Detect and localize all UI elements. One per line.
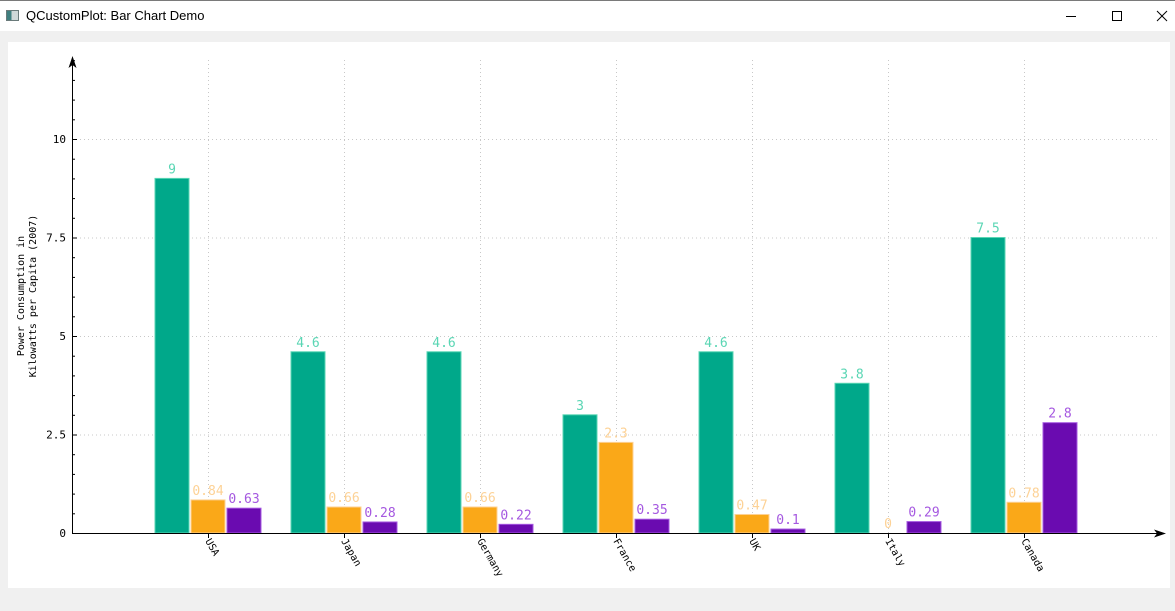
minimize-button[interactable] [1048,1,1094,31]
bar-value-label: 0.1 [776,513,799,528]
bar[interactable] [154,177,190,534]
bar-value-label: 0.22 [500,508,531,523]
bar[interactable] [734,513,770,534]
x-tick-label: Italy [882,537,907,569]
bar[interactable] [834,382,870,534]
bar-value-label: 0.66 [328,491,359,506]
bar-value-label: 0.84 [192,484,223,499]
bar[interactable] [498,523,534,534]
bar[interactable] [970,237,1006,534]
bar-value-label: 4.6 [296,336,319,351]
bar[interactable] [634,518,670,534]
x-axis-arrow-icon [1154,529,1166,538]
bar[interactable] [226,507,262,534]
y-axis-arrow-icon [68,56,77,68]
bar[interactable] [290,351,326,534]
x-tick-label: UK [746,537,762,553]
title-bar: QCustomPlot: Bar Chart Demo [0,0,1175,31]
maximize-icon [1112,11,1122,21]
bars: 9 4.6 4.6 3 4.6 3.8 7.5 0.84 0.66 0.66 2.3 0.47 0 0.7… [154,162,1078,534]
y-tick-label: 10 [53,133,66,146]
bar-value-label: 4.6 [432,336,455,351]
bar-value-label: 0.28 [364,506,395,521]
close-button[interactable] [1139,1,1175,31]
grid-lines [72,60,1160,533]
minimize-icon [1066,16,1076,17]
bar[interactable] [362,521,398,534]
bar-value-label: 0.35 [636,503,667,518]
bar[interactable] [426,351,462,534]
bar[interactable] [462,506,498,534]
plot-area[interactable]: 9 4.6 4.6 3 4.6 3.8 7.5 0.84 0.66 0.66 2.3 0.47 0 0.7… [8,42,1170,588]
bar-value-label: 3 [576,399,584,414]
bar-value-label: 0.66 [464,491,495,506]
bar[interactable] [598,441,634,534]
x-tick-label: Germany [474,537,505,579]
bar-value-label: 2.3 [604,426,627,441]
bar[interactable] [562,414,598,534]
y-axis: 0 2.5 5 7.5 10 Power Consumption inKilowatts … [16,56,77,540]
x-axis: USA Japan Germany France UK Italy Canada [72,529,1166,579]
bar[interactable] [190,499,226,534]
maximize-button[interactable] [1094,1,1140,31]
x-tick-label: USA [202,537,221,558]
bar[interactable] [698,351,734,534]
bar-value-label: 0.29 [908,506,939,521]
y-axis-label: Power Consumption inKilowatts per Capita… [16,215,39,378]
bar-value-label: 7.5 [976,222,999,237]
bar-value-label: 4.6 [704,336,727,351]
bar-value-label: 3.8 [840,367,863,382]
bar-value-label: 2.8 [1048,407,1071,422]
bar[interactable] [1042,422,1078,534]
bar[interactable] [326,506,362,534]
bar[interactable] [1006,501,1042,534]
bar-value-label: 0.78 [1008,486,1039,501]
y-tick-label: 2.5 [46,429,66,442]
x-tick-label: Japan [338,537,363,569]
bar-chart: 9 4.6 4.6 3 4.6 3.8 7.5 0.84 0.66 0.66 2.3 0.47 0 0.7… [16,56,1166,579]
bar-value-label: 0.63 [228,492,259,507]
y-tick-label: 0 [59,527,66,540]
bar-value-label: 0 [884,517,892,532]
bar-value-label: 9 [168,162,176,177]
x-tick-label: France [610,537,638,574]
bar-value-label: 0.47 [736,498,767,513]
bar[interactable] [770,528,806,534]
close-icon [1156,10,1168,22]
x-tick-label: Canada [1018,537,1046,574]
y-tick-label: 5 [59,330,66,343]
y-tick-label: 7.5 [46,232,66,245]
bar[interactable] [906,521,942,534]
app-icon [6,10,19,21]
window-title: QCustomPlot: Bar Chart Demo [26,8,205,23]
